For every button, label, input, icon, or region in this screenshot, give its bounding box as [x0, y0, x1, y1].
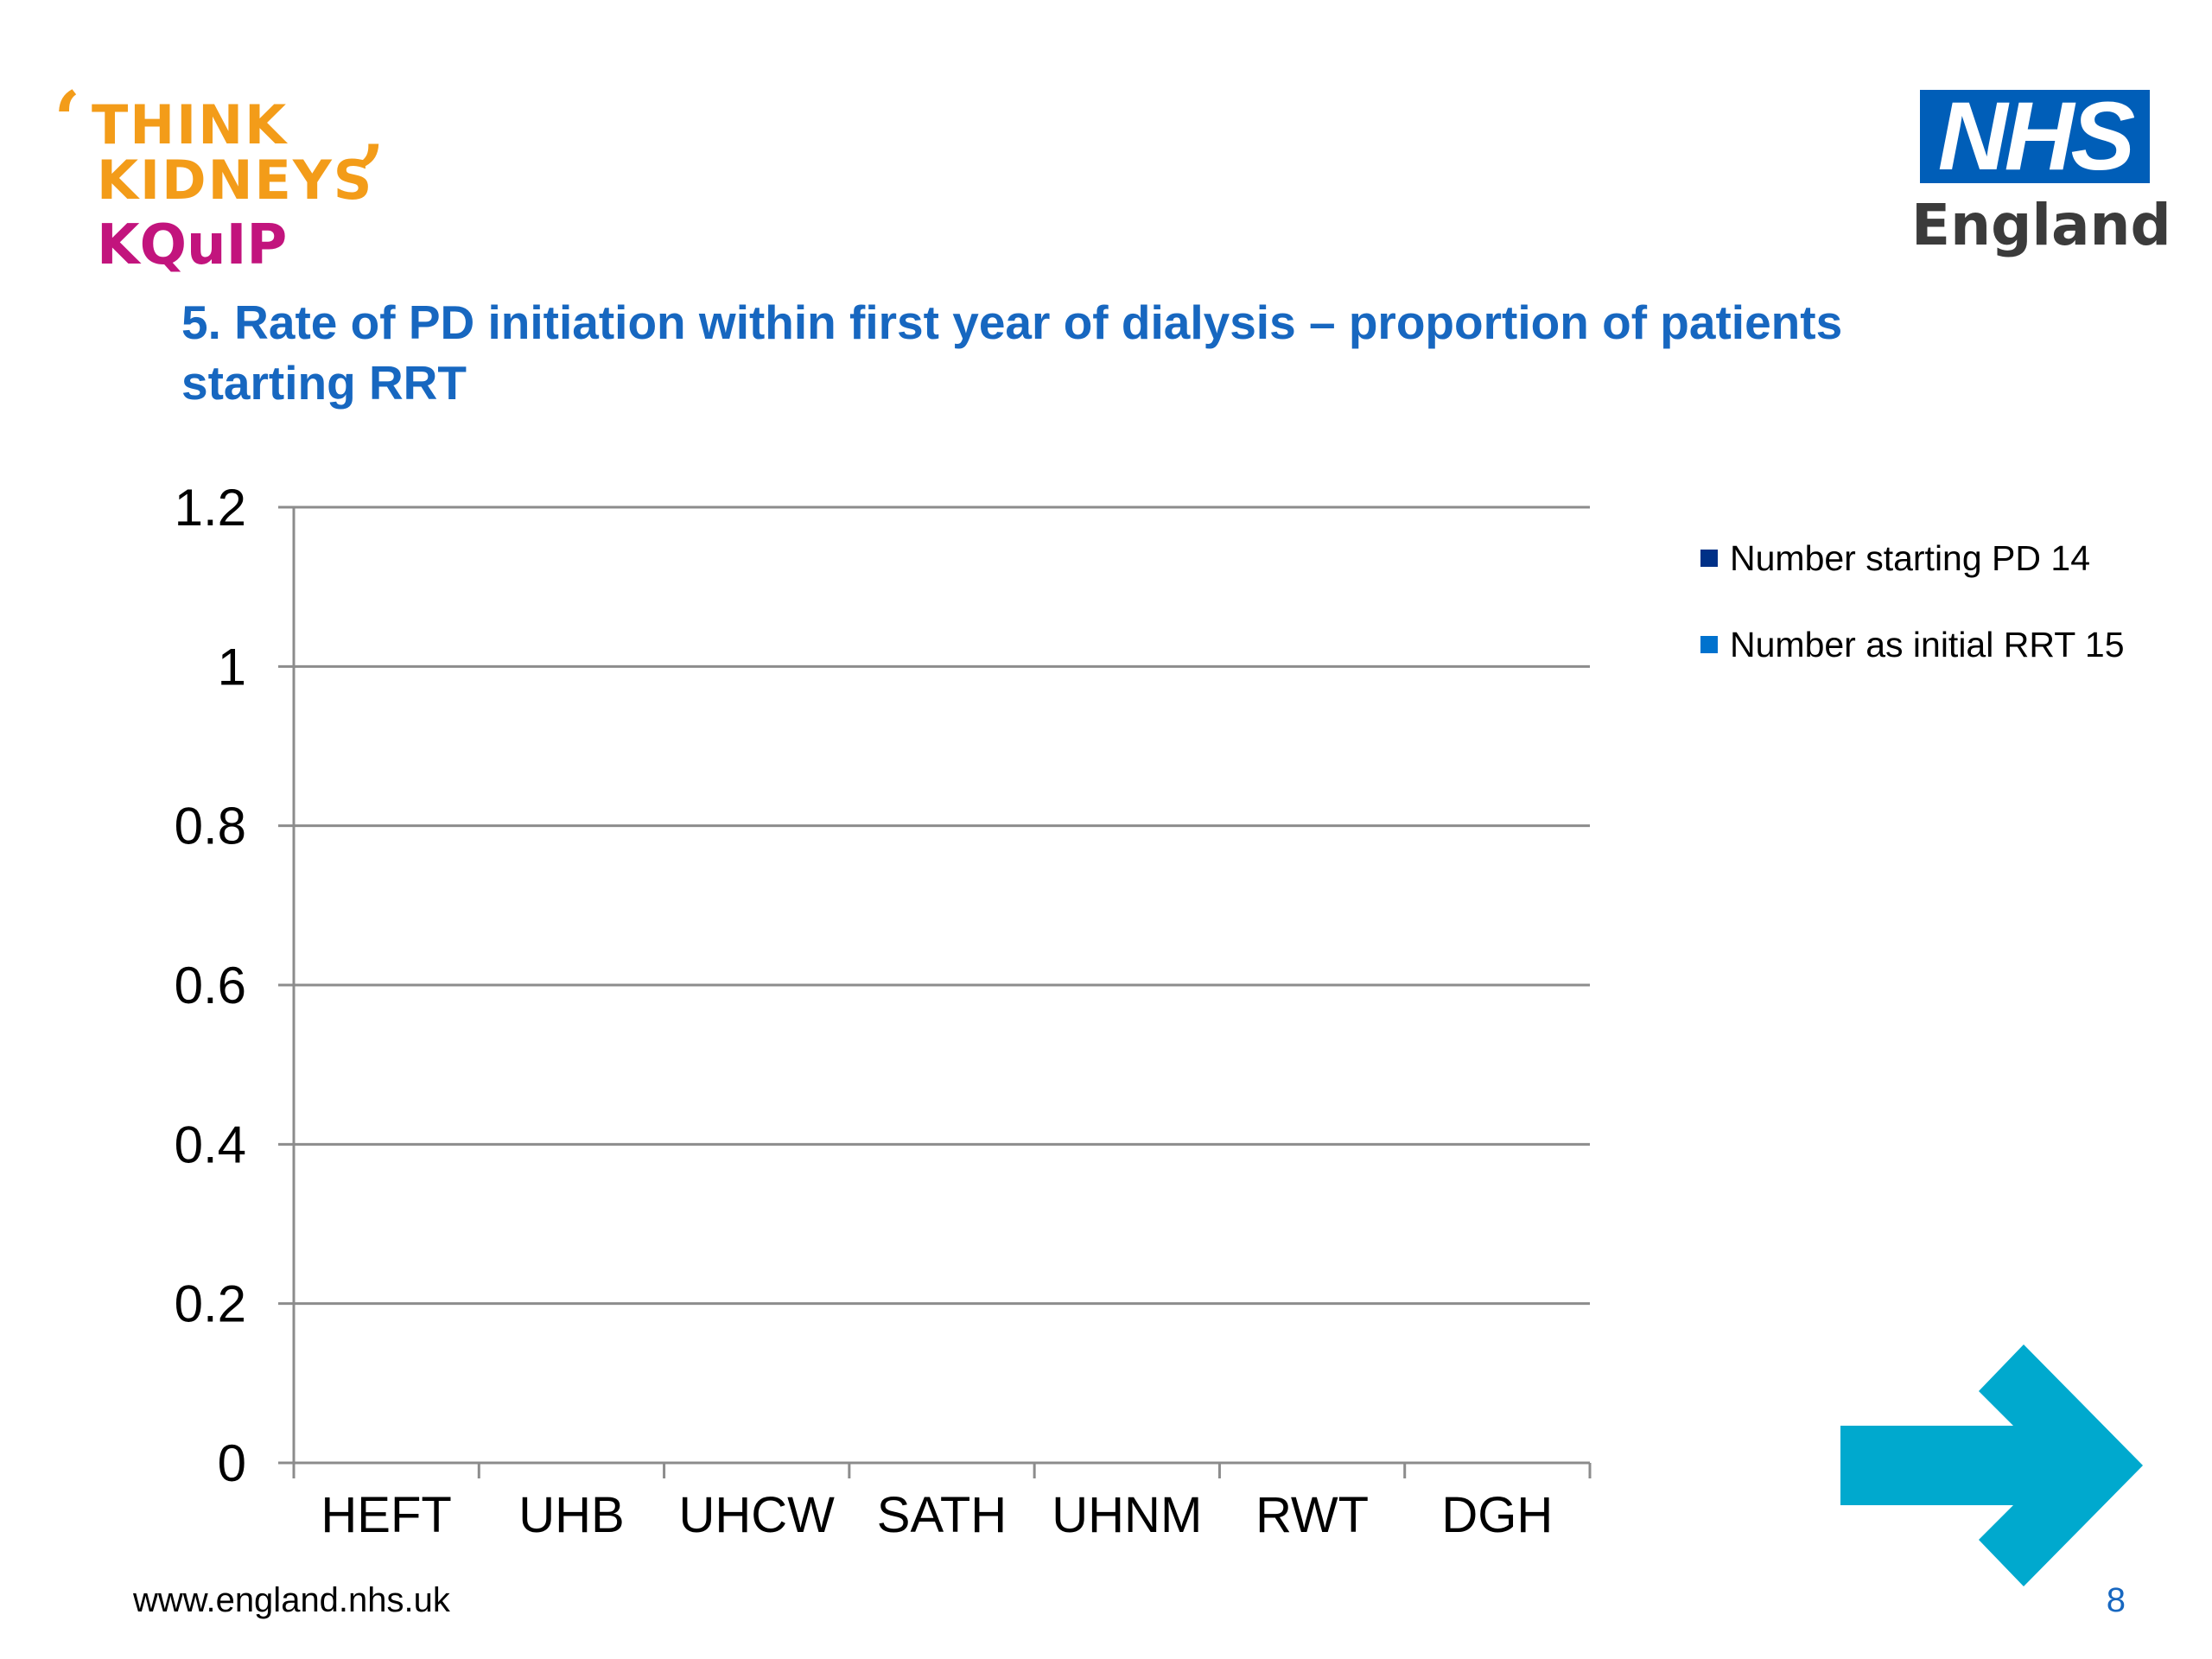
y-tick-label: 1 — [218, 638, 246, 696]
legend-label-series-2: Number as initial RRT 15 — [1730, 625, 2125, 664]
think-kidneys-logo: ‘ THINK KIDNEYS ’ KQuIP — [54, 81, 416, 285]
x-tick-label-uhb: UHB — [518, 1487, 624, 1543]
x-tick-label-uhcw: UHCW — [679, 1487, 836, 1543]
chart-legend: Number starting PD 14 Number as initial … — [1700, 536, 2133, 709]
kquip-logo-text: KQuIP — [97, 213, 288, 277]
slide-title: 5. Rate of PD initiation within first ye… — [181, 296, 1843, 410]
close-quote-mark: ’ — [358, 128, 385, 219]
legend-item-series-1: Number starting PD 14 — [1700, 536, 2133, 581]
legend-item-series-2: Number as initial RRT 15 — [1700, 622, 2133, 667]
legend-swatch-series-1 — [1700, 550, 1718, 567]
footer-url: www.england.nhs.uk — [133, 1581, 450, 1619]
y-tick-label: 0.4 — [175, 1116, 246, 1173]
y-tick-label: 0.8 — [175, 798, 246, 855]
x-tick-label-sath: SATH — [877, 1487, 1007, 1543]
nhs-logo: NHS — [1920, 88, 2150, 185]
page-number: 8 — [2106, 1581, 2126, 1619]
arrow-right-icon[interactable] — [1840, 1344, 2152, 1586]
y-tick-label: 0.6 — [175, 957, 246, 1014]
x-tick-label-uhnm: UHNM — [1052, 1487, 1202, 1543]
x-tick-label-rwt: RWT — [1255, 1487, 1369, 1543]
think-kidneys-line2: KIDNEYS — [97, 149, 374, 212]
nhs-england-text: England — [1911, 192, 2171, 258]
y-tick-label: 1.2 — [175, 479, 246, 537]
legend-label-series-1: Number starting PD 14 — [1730, 538, 2091, 578]
legend-swatch-series-2 — [1700, 636, 1718, 653]
think-kidneys-line1: THINK — [92, 93, 289, 156]
x-tick-label-dgh: DGH — [1441, 1487, 1553, 1543]
y-tick-label: 0.2 — [175, 1275, 246, 1333]
x-tick-label-heft: HEFT — [321, 1487, 451, 1543]
open-quote-mark: ‘ — [54, 74, 81, 166]
y-tick-label: 0 — [218, 1434, 246, 1492]
